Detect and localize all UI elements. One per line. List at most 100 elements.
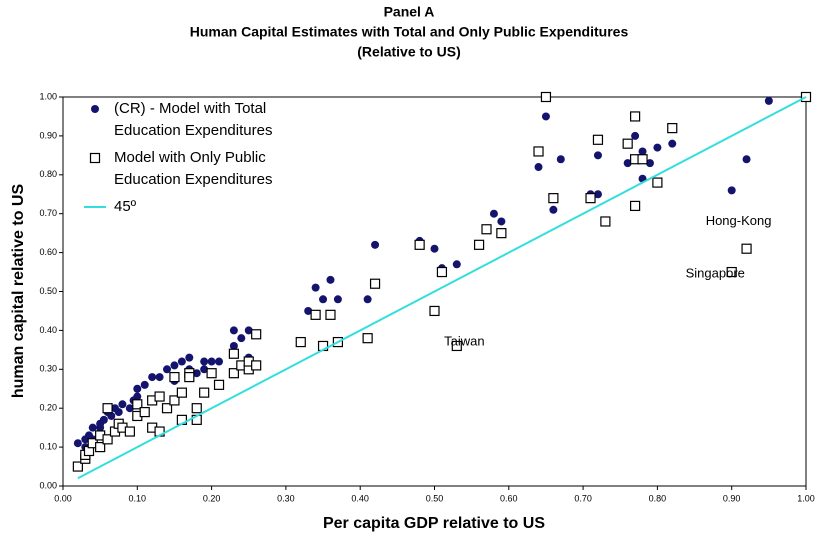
point: [414, 239, 425, 250]
y-tick-label: 0.80: [39, 169, 57, 179]
point: [319, 295, 328, 304]
point: [668, 139, 677, 148]
point: [310, 309, 321, 320]
x-tick-label: 0.10: [129, 493, 147, 503]
point: [622, 138, 633, 149]
point: [213, 379, 225, 390]
x-tick-label: 0.20: [203, 493, 221, 503]
point: [548, 193, 559, 204]
x-tick-label: 0.50: [426, 493, 444, 503]
point: [118, 400, 127, 409]
annotation: Singapore: [686, 265, 745, 280]
point: [215, 357, 224, 366]
point: [430, 244, 439, 253]
legend-label: (CR) - Model with Total Education Expend…: [114, 100, 273, 139]
point: [199, 387, 210, 398]
chart-subtitle: Human Capital Estimates with Total and O…: [190, 24, 629, 40]
point: [191, 403, 202, 414]
point: [184, 371, 195, 383]
point: [95, 442, 106, 453]
point: [311, 283, 320, 292]
point: [371, 240, 380, 249]
point: [326, 275, 335, 284]
y-tick-label: 1.00: [39, 91, 57, 101]
x-tick-label: 0.90: [723, 493, 741, 503]
legend-entry: (CR) - Model with Total Education Expend…: [84, 98, 324, 142]
legend-entry: Model with Only Public Education Expendi…: [84, 147, 324, 191]
point: [229, 326, 238, 335]
y-tick-label: 0.60: [39, 247, 57, 257]
point: [102, 403, 113, 414]
point: [200, 357, 209, 366]
point: [473, 239, 485, 250]
point: [533, 146, 544, 157]
point: [102, 434, 113, 445]
point: [549, 205, 558, 214]
point: [623, 159, 632, 168]
point: [451, 340, 462, 352]
point: [556, 155, 565, 164]
point: [667, 123, 678, 134]
x-axis-label: Per capita GDP relative to US: [323, 515, 545, 532]
legend-label: 45º: [114, 198, 137, 215]
point: [593, 190, 602, 199]
legend-marker: [89, 152, 101, 164]
point: [652, 177, 663, 188]
point: [369, 278, 381, 289]
point: [133, 384, 142, 393]
point: [244, 326, 253, 335]
point: [73, 439, 82, 448]
point: [207, 357, 216, 366]
annotation: Hong-Kong: [706, 213, 772, 228]
point: [333, 295, 342, 304]
point: [741, 243, 752, 254]
point: [170, 361, 179, 370]
point: [154, 391, 165, 402]
point: [638, 147, 647, 156]
point: [169, 395, 180, 406]
point: [206, 368, 217, 379]
legend-icon: [89, 152, 101, 164]
point: [429, 305, 440, 317]
point: [161, 403, 173, 414]
y-tick-label: 0.40: [39, 325, 57, 335]
point: [229, 341, 238, 350]
point: [200, 365, 209, 374]
point: [325, 309, 336, 320]
point: [251, 360, 262, 371]
point: [125, 404, 134, 413]
y-tick-label: 0.10: [39, 441, 57, 451]
point: [452, 260, 461, 269]
point: [585, 193, 596, 204]
point: [155, 373, 164, 382]
point: [592, 134, 604, 145]
chart-title: Panel A: [384, 4, 435, 20]
line: [77, 96, 807, 480]
point: [132, 399, 143, 410]
legend-label: Model with Only Public Education Expendi…: [114, 149, 273, 188]
legend-icon: [84, 206, 106, 208]
point: [645, 159, 654, 168]
y-tick-label: 0.00: [39, 480, 57, 490]
annotation: Taiwan: [444, 334, 484, 349]
point: [593, 151, 602, 160]
x-tick-label: 0.30: [277, 493, 295, 503]
point: [304, 306, 313, 315]
x-tick-label: 0.40: [351, 493, 369, 503]
point: [436, 266, 448, 278]
x-tick-label: 0.00: [54, 493, 72, 503]
point: [185, 353, 194, 362]
point: [541, 112, 550, 121]
point: [148, 373, 157, 382]
x-tick-label: 0.60: [500, 493, 518, 503]
point: [653, 143, 662, 152]
point: [362, 333, 373, 344]
point: [631, 131, 640, 140]
point: [630, 200, 641, 212]
x-tick-label: 0.80: [649, 493, 667, 503]
point: [192, 369, 201, 378]
point: [600, 216, 611, 227]
point: [177, 357, 186, 366]
